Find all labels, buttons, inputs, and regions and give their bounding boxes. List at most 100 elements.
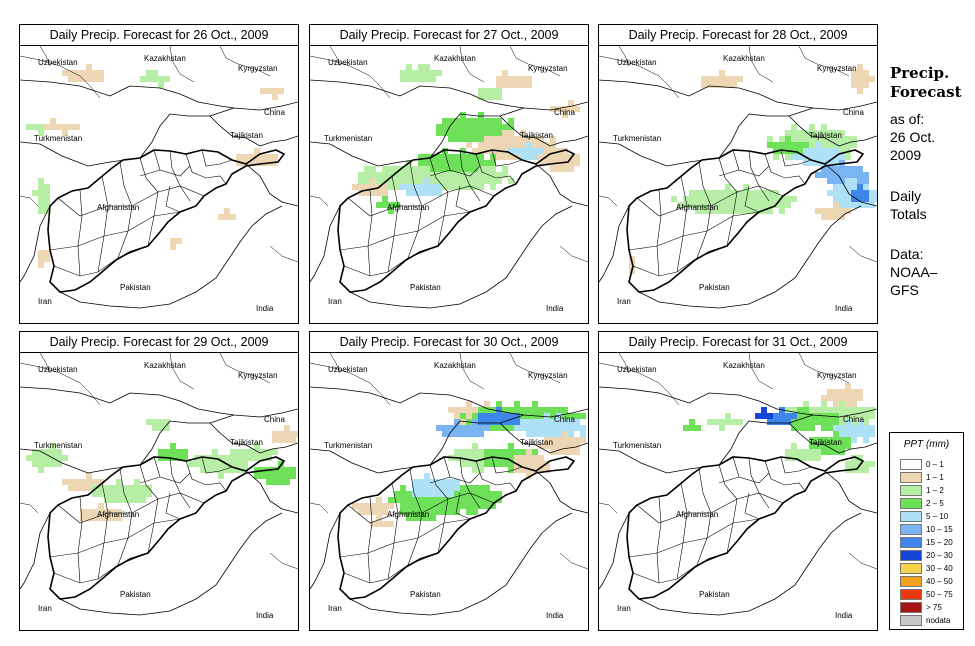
country-border	[535, 163, 588, 207]
precip-cell	[725, 82, 731, 88]
country-label-turkmenistan: Turkmenistan	[324, 441, 372, 450]
precip-cell	[448, 491, 454, 497]
legend-label: 40 – 50	[926, 577, 953, 586]
precip-cell	[478, 467, 484, 473]
precip-cell	[845, 184, 851, 190]
totals-line1: Daily	[890, 188, 922, 204]
precip-cell	[424, 76, 430, 82]
precip-cell	[430, 503, 436, 509]
precip-cell	[92, 76, 98, 82]
precip-cell	[767, 413, 773, 419]
legend-label: 1 – 1	[926, 473, 944, 482]
precip-cell	[38, 262, 44, 268]
precip-cell	[538, 148, 544, 154]
province-border	[475, 153, 517, 185]
panel-title: Daily Precip. Forecast for 30 Oct., 2009	[310, 332, 588, 353]
precip-cell	[376, 521, 382, 527]
precip-cell	[526, 419, 532, 425]
precip-cell	[412, 172, 418, 178]
country-label-turkmenistan: Turkmenistan	[34, 134, 82, 143]
province-border	[367, 189, 373, 277]
precip-cell	[472, 425, 478, 431]
precip-cell	[466, 166, 472, 172]
precip-cell	[562, 443, 568, 449]
precip-cell	[430, 76, 436, 82]
river-line	[599, 362, 680, 406]
precip-cells	[352, 401, 586, 527]
precip-cell	[833, 178, 839, 184]
precip-cell	[38, 190, 44, 196]
precip-cell	[110, 497, 116, 503]
precip-cell	[400, 172, 406, 178]
precip-cell	[44, 455, 50, 461]
province-border	[764, 460, 806, 492]
precip-cell	[466, 431, 472, 437]
river-line	[559, 552, 588, 570]
country-label-iran: Iran	[328, 297, 342, 306]
precip-cell	[448, 407, 454, 413]
precip-cell	[490, 503, 496, 509]
precip-cell	[791, 124, 797, 130]
precip-cell	[98, 509, 104, 515]
precip-cell	[442, 172, 448, 178]
precip-cell	[827, 172, 833, 178]
legend-swatch	[900, 615, 922, 626]
precip-cell	[821, 214, 827, 220]
precip-cell	[803, 130, 809, 136]
precip-cell	[32, 449, 38, 455]
precip-cell	[827, 419, 833, 425]
precip-cell	[544, 443, 550, 449]
province-border	[339, 211, 471, 251]
precip-cell	[851, 431, 857, 437]
precip-cell	[122, 485, 128, 491]
precip-cell	[454, 178, 460, 184]
precip-cell	[851, 142, 857, 148]
precip-cell	[502, 461, 508, 467]
country-label-pakistan: Pakistan	[410, 283, 441, 292]
precip-cell	[713, 208, 719, 214]
precip-cell	[695, 196, 701, 202]
precip-cell	[839, 413, 845, 419]
precip-cell	[851, 461, 857, 467]
precip-cell	[164, 449, 170, 455]
precip-cell	[418, 160, 424, 166]
precip-cell	[779, 208, 785, 214]
precip-cell	[550, 413, 556, 419]
precip-cell	[815, 154, 821, 160]
precip-cell	[236, 160, 242, 166]
precip-cell	[460, 112, 466, 118]
precip-cell	[248, 160, 254, 166]
precip-cell	[454, 491, 460, 497]
precip-cell	[418, 491, 424, 497]
precip-cell	[116, 479, 122, 485]
precip-cell	[863, 425, 869, 431]
precip-cell	[436, 485, 442, 491]
country-label-kyrgyzstan: Kyrgyzstan	[528, 64, 568, 73]
country-label-pakistan: Pakistan	[410, 590, 441, 599]
precip-cell	[68, 485, 74, 491]
precip-cell	[797, 407, 803, 413]
precip-cell	[508, 118, 514, 124]
precip-cell	[472, 509, 478, 515]
precip-cell	[731, 419, 737, 425]
country-label-kazakhstan: Kazakhstan	[723, 54, 765, 63]
precip-cell	[182, 455, 188, 461]
precip-cell	[821, 148, 827, 154]
precip-cell	[701, 82, 707, 88]
country-label-afghanistan: Afghanistan	[387, 203, 429, 212]
precip-cell	[797, 413, 803, 419]
precip-cell	[863, 172, 869, 178]
precip-cell	[851, 82, 857, 88]
precip-cell	[44, 202, 50, 208]
precip-cell	[508, 82, 514, 88]
precip-cell	[412, 190, 418, 196]
precip-cell	[424, 515, 430, 521]
precip-cell	[98, 479, 104, 485]
precip-cell	[544, 160, 550, 166]
precip-cell	[370, 178, 376, 184]
precip-cell	[448, 497, 454, 503]
precip-cell	[460, 154, 466, 160]
precip-cell	[394, 172, 400, 178]
precip-cell	[388, 521, 394, 527]
province-border	[780, 456, 812, 474]
